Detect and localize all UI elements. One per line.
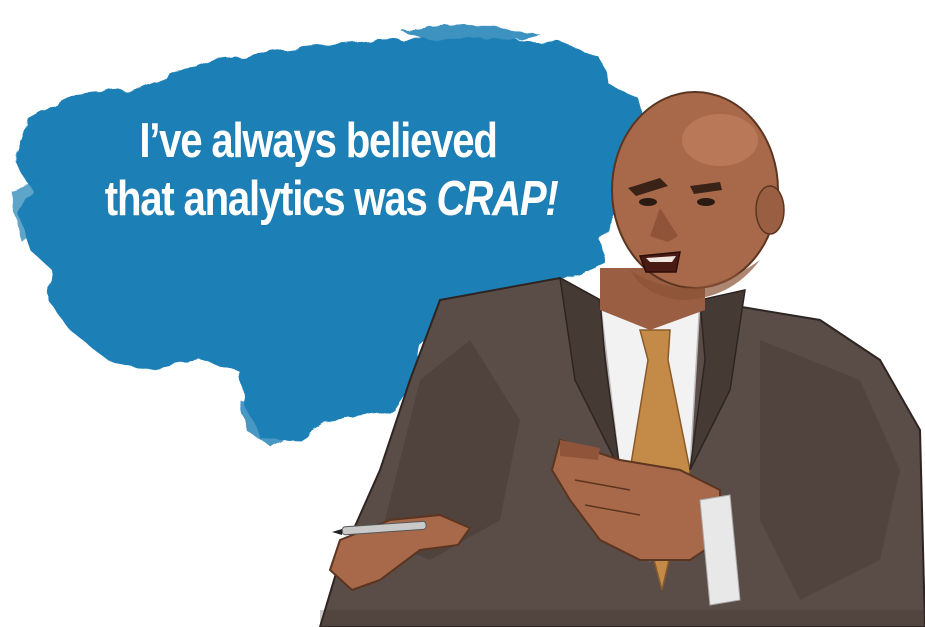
quote-line-2: that analytics was CRAP!: [104, 170, 559, 228]
quote-line-1: I’ve always believed: [139, 114, 498, 168]
quote-emphasis: CRAP!: [436, 172, 559, 226]
pen-icon: [332, 520, 427, 536]
quote-line-2-prefix: that analytics was: [104, 172, 437, 226]
quote-text: I’ve always believed that analytics was …: [104, 112, 559, 228]
gesturing-hand: [550, 438, 721, 561]
